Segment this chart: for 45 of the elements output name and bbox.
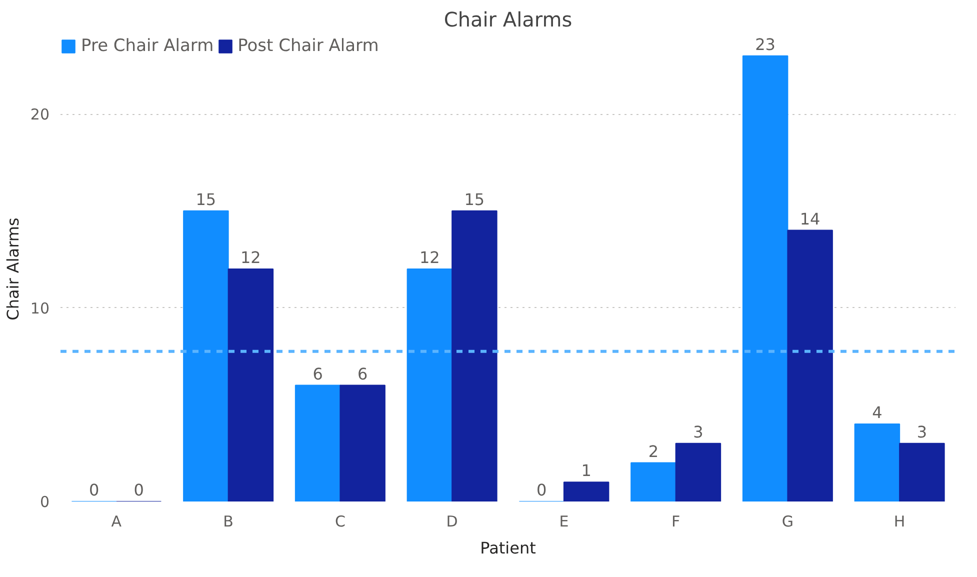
data-label: 23 bbox=[755, 34, 776, 54]
data-label: 15 bbox=[464, 190, 485, 209]
data-label: 3 bbox=[693, 422, 704, 442]
bar bbox=[294, 384, 341, 502]
x-tick-label: G bbox=[782, 512, 794, 530]
bar bbox=[899, 442, 945, 502]
bar bbox=[228, 268, 274, 502]
bar bbox=[630, 462, 676, 502]
x-tick-label: H bbox=[894, 512, 906, 530]
y-tick-label: 10 bbox=[30, 299, 50, 318]
x-tick-label: F bbox=[672, 512, 680, 530]
data-label: 2 bbox=[648, 442, 659, 461]
bar bbox=[854, 424, 900, 502]
data-label: 3 bbox=[916, 422, 928, 442]
data-label: 6 bbox=[312, 364, 323, 384]
bar bbox=[563, 482, 610, 502]
chart-title: Chair Alarms bbox=[444, 8, 572, 32]
bar bbox=[406, 268, 453, 502]
data-label: 0 bbox=[536, 480, 547, 500]
data-label: 14 bbox=[800, 209, 820, 228]
data-label: 12 bbox=[420, 248, 440, 267]
bar bbox=[452, 210, 498, 502]
legend-label: Pre Chair Alarm bbox=[81, 36, 214, 56]
data-label: 15 bbox=[196, 190, 216, 209]
x-axis-title: Patient bbox=[480, 538, 536, 558]
bar bbox=[742, 55, 788, 502]
x-tick-label: C bbox=[334, 512, 346, 530]
data-label: 6 bbox=[357, 364, 368, 384]
y-tick-label: 20 bbox=[30, 106, 50, 124]
data-label: 0 bbox=[134, 480, 144, 500]
x-tick-label: D bbox=[446, 512, 458, 530]
data-label: 1 bbox=[581, 461, 592, 480]
bar bbox=[675, 442, 722, 502]
y-axis-title: Chair Alarms bbox=[3, 218, 22, 320]
data-label: 0 bbox=[88, 480, 100, 500]
y-tick-label: 0 bbox=[40, 493, 50, 511]
bar bbox=[787, 230, 833, 502]
x-tick-label: B bbox=[223, 512, 234, 530]
x-tick-label: A bbox=[111, 512, 122, 530]
data-label: 4 bbox=[872, 403, 882, 422]
x-tick-label: E bbox=[559, 512, 569, 530]
bar bbox=[340, 384, 386, 502]
legend-label: Post Chair Alarm bbox=[238, 36, 379, 56]
data-label: 12 bbox=[240, 248, 261, 267]
bar bbox=[183, 210, 229, 502]
